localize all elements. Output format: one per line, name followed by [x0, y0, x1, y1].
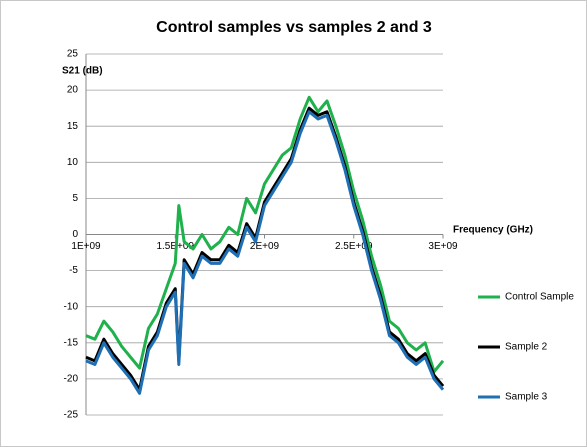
y-tick-label: 25: [67, 49, 79, 60]
y-axis-label: S21 (dB): [62, 66, 103, 77]
y-tick-label: 10: [67, 157, 79, 168]
series-line: [85, 110, 445, 395]
y-tick-label: 0: [72, 229, 78, 240]
x-tick-label: 2E+09: [250, 241, 280, 252]
x-axis-label: Frequency (GHz): [453, 225, 533, 236]
y-tick-label: -25: [64, 410, 79, 421]
y-tick-label: 15: [67, 121, 79, 132]
y-tick-label: -20: [64, 374, 79, 385]
series-line: [85, 95, 445, 374]
y-tick-label: -5: [69, 265, 78, 276]
y-tick-label: 20: [67, 85, 79, 96]
legend-label: Sample 2: [505, 342, 548, 353]
y-tick-label: 5: [72, 193, 78, 204]
x-tick-label: 2.5E+09: [335, 241, 373, 252]
legend-label: Sample 3: [505, 392, 548, 403]
chart-title: Control samples vs samples 2 and 3: [156, 19, 432, 36]
y-tick-label: -15: [64, 337, 79, 348]
x-tick-label: 1E+09: [71, 241, 101, 252]
legend-label: Control Sample: [505, 292, 574, 303]
x-tick-label: 3E+09: [428, 241, 458, 252]
y-tick-label: -10: [64, 301, 79, 312]
